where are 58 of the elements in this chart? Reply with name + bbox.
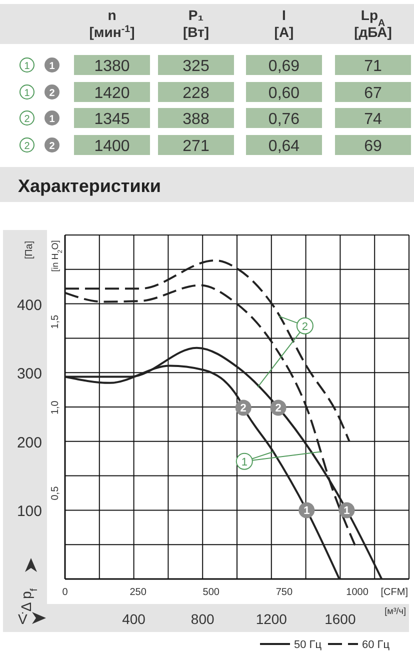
x-tick-label: 1600: [324, 611, 356, 627]
circled-number-icon: 2: [20, 138, 34, 152]
line-series: [64, 259, 350, 442]
x2-tick-label: 1000: [346, 587, 369, 598]
text: 1400: [94, 138, 130, 155]
y2-tick-label: 0,5: [50, 486, 61, 500]
y-axis-title: [Па]: [24, 240, 35, 260]
x-tick-label: 800: [190, 611, 214, 627]
annotation: 1: [304, 505, 310, 518]
text: 67: [364, 85, 382, 102]
filled-number-icon: 1: [44, 110, 60, 126]
text: 74: [364, 111, 382, 128]
text: 228: [182, 85, 210, 102]
annotation: 1: [241, 456, 248, 468]
y2-tick-label: 1,0: [50, 400, 61, 415]
text: 0,69: [268, 58, 300, 75]
annotation: 2: [302, 320, 308, 333]
circled-number-icon: 2: [20, 110, 34, 126]
text: 1380: [94, 58, 130, 75]
annotation: 2: [275, 402, 282, 415]
y-tick-label: 200: [16, 434, 42, 452]
legend-label: 50 Гц: [294, 639, 322, 651]
text: 1345: [94, 111, 130, 128]
circled-number-icon: 1: [20, 84, 34, 100]
text: 325: [182, 58, 210, 75]
text: 71: [364, 58, 382, 75]
y-tick-label: 100: [16, 503, 42, 520]
x2-tick-label: 250: [130, 587, 147, 598]
filled-number-icon: 2: [44, 138, 60, 152]
text: 0,64: [268, 138, 300, 155]
circled-number-icon: 1: [20, 58, 34, 72]
x2-tick-label: 500: [202, 587, 220, 598]
category-label: I [A]: [274, 7, 294, 40]
annotation: 1: [344, 505, 350, 518]
text: 69: [364, 138, 382, 155]
text: V̇: [18, 611, 28, 627]
x2-axis-title: [CFM]: [380, 587, 408, 598]
text: 271: [182, 138, 210, 155]
x-tick-label: 1200: [256, 611, 288, 627]
text: 1420: [94, 85, 130, 102]
category-label: n [мин$^{-1}$]: [89, 7, 135, 40]
filled-number-icon: 1: [44, 58, 60, 72]
x-axis-title: [м³/ч]: [384, 606, 406, 616]
filled-number-icon: 2: [44, 84, 60, 100]
y-tick-label: 400: [16, 296, 42, 314]
chart-title: Характеристики: [18, 176, 161, 196]
y2-tick-label: 1,5: [50, 314, 61, 329]
x2-tick-label: 750: [276, 587, 293, 598]
x2-tick-label: 0: [62, 587, 68, 598]
x-tick-label: 400: [122, 611, 146, 627]
y-tick-label: 300: [16, 366, 42, 383]
legend-label: 60 Гц: [362, 639, 390, 651]
category-label: Lp$_{A}$ [дБА]: [354, 7, 392, 40]
annotation: 2: [240, 402, 246, 415]
text: 0,76: [268, 111, 300, 128]
text: 388: [182, 111, 210, 128]
text: 0,60: [268, 85, 300, 102]
category-label: P₁ [Вт]: [182, 7, 210, 40]
